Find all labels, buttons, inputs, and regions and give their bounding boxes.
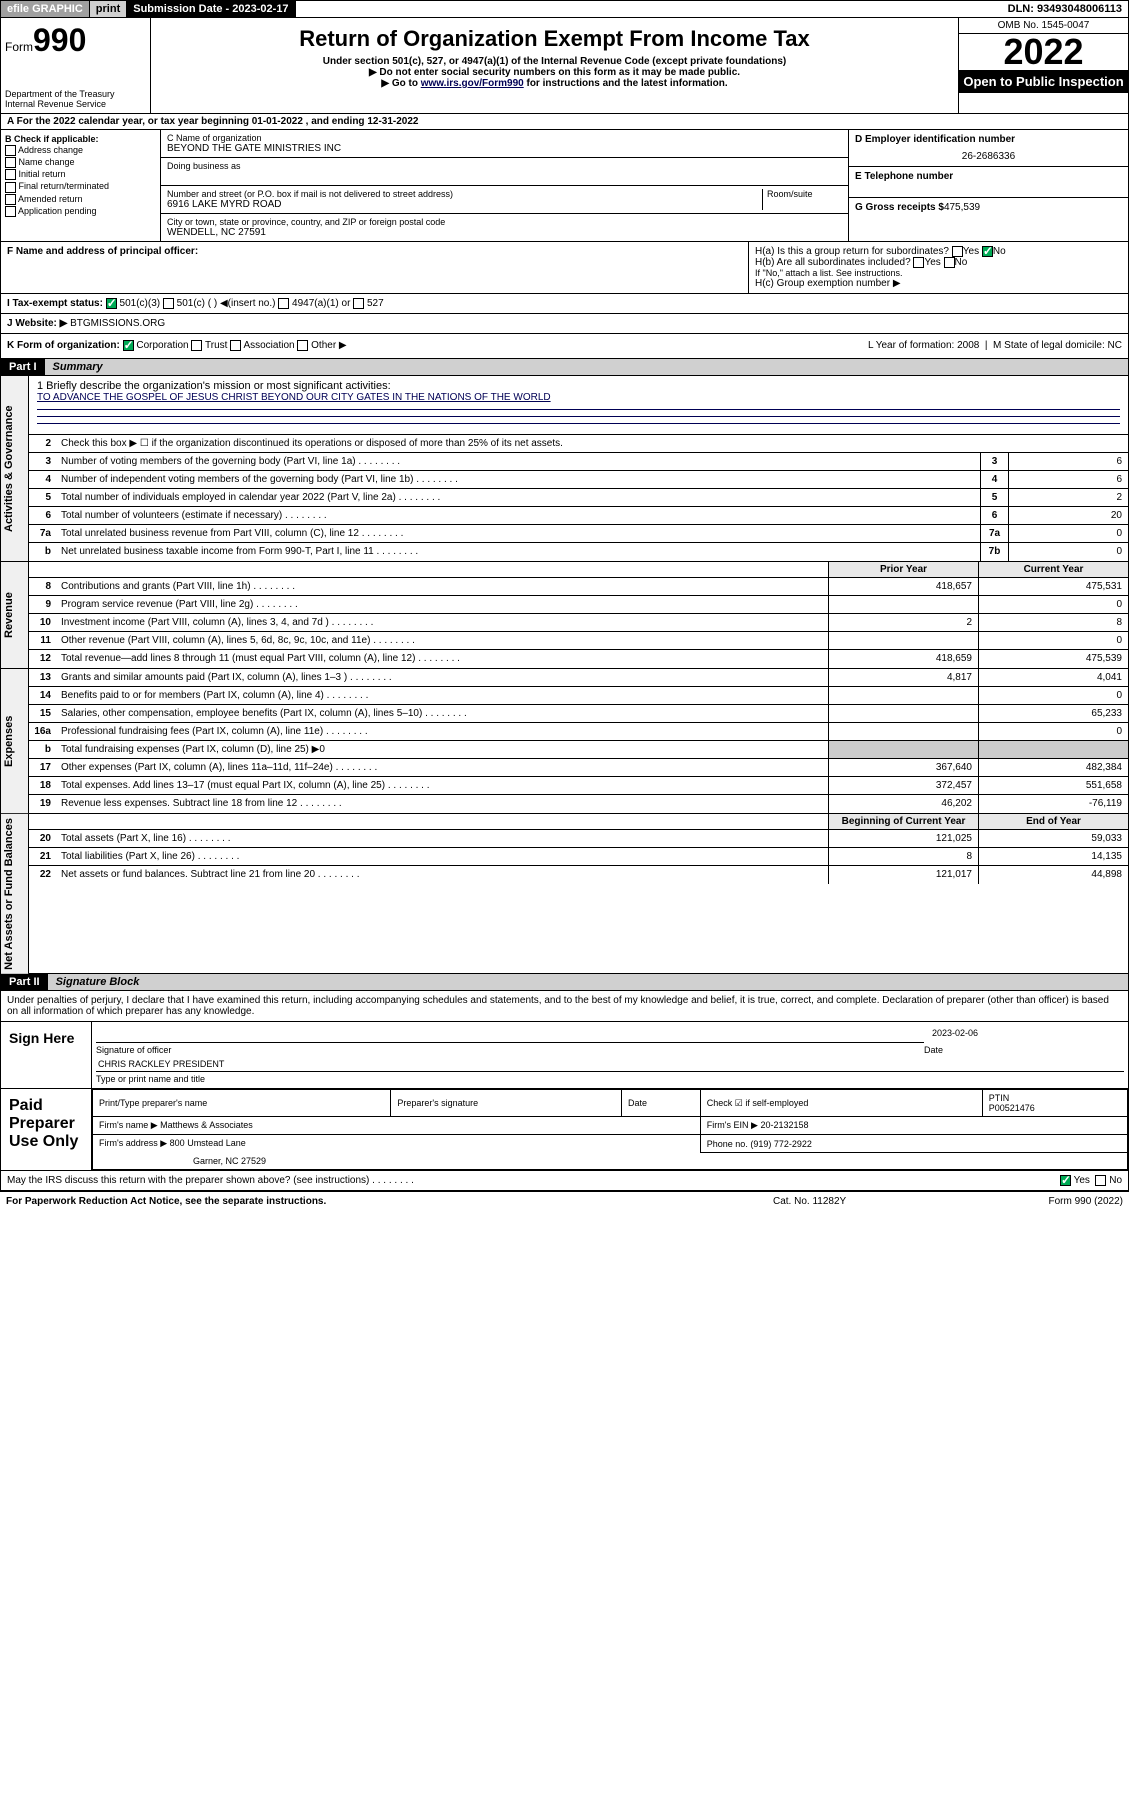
line-6: 6Total number of volunteers (estimate if… (29, 507, 1128, 525)
part1-header: Part I Summary (0, 359, 1129, 376)
firm-phone: (919) 772-2922 (750, 1139, 812, 1149)
open-public-badge: Open to Public Inspection (959, 70, 1128, 93)
line-16a: 16aProfessional fundraising fees (Part I… (29, 723, 1128, 741)
subtitle-3: ▶ Go to www.irs.gov/Form990 for instruct… (155, 78, 954, 89)
ptin-value: P00521476 (989, 1103, 1035, 1113)
line-5: 5Total number of individuals employed in… (29, 489, 1128, 507)
h-a: H(a) Is this a group return for subordin… (755, 246, 1122, 257)
efile-button[interactable]: efile GRAPHIC (1, 1, 90, 17)
line-4: 4Number of independent voting members of… (29, 471, 1128, 489)
website-value: BTGMISSIONS.ORG (70, 318, 165, 329)
preparer-table: Print/Type preparer's namePreparer's sig… (92, 1089, 1128, 1170)
mission-block: 1 Briefly describe the organization's mi… (29, 376, 1128, 435)
org-name: BEYOND THE GATE MINISTRIES INC (167, 143, 842, 154)
summary-expenses: Expenses 13Grants and similar amounts pa… (0, 669, 1129, 814)
summary-revenue: Revenue Prior YearCurrent Year 8Contribu… (0, 562, 1129, 669)
firm-ein: 20-2132158 (760, 1120, 808, 1130)
officer-name: CHRIS RACKLEY PRESIDENT (96, 1057, 1124, 1072)
sign-date: 2023-02-06 (924, 1026, 1124, 1045)
paid-preparer: Paid Preparer Use Only Print/Type prepar… (0, 1089, 1129, 1171)
col-c: C Name of organizationBEYOND THE GATE MI… (161, 130, 848, 241)
form-number: Form990 (5, 22, 146, 59)
firm-city: Garner, NC 27529 (93, 1152, 1128, 1169)
dept-label: Department of the Treasury Internal Reve… (5, 89, 146, 109)
form-title: Return of Organization Exempt From Incom… (155, 26, 954, 52)
line-21: 21Total liabilities (Part X, line 26)814… (29, 848, 1128, 866)
submission-button[interactable]: Submission Date - 2023-02-17 (127, 1, 295, 17)
top-toolbar: efile GRAPHIC print Submission Date - 20… (0, 0, 1129, 18)
line-13: 13Grants and similar amounts paid (Part … (29, 669, 1128, 687)
checkbox-amended-return[interactable]: Amended return (5, 194, 156, 205)
col-d: D Employer identification number26-26863… (848, 130, 1128, 241)
checkbox-final-return-terminated[interactable]: Final return/terminated (5, 181, 156, 192)
line-22: 22Net assets or fund balances. Subtract … (29, 866, 1128, 884)
line-14: 14Benefits paid to or for members (Part … (29, 687, 1128, 705)
checkbox-name-change[interactable]: Name change (5, 157, 156, 168)
subtitle-1: Under section 501(c), 527, or 4947(a)(1)… (155, 56, 954, 67)
line-19: 19Revenue less expenses. Subtract line 1… (29, 795, 1128, 813)
line-10: 10Investment income (Part VIII, column (… (29, 614, 1128, 632)
checkbox-address-change[interactable]: Address change (5, 145, 156, 156)
irs-link[interactable]: www.irs.gov/Form990 (421, 78, 524, 89)
row-j: J Website: ▶ BTGMISSIONS.ORG (0, 314, 1129, 334)
line-12: 12Total revenue—add lines 8 through 11 (… (29, 650, 1128, 668)
line-b: bNet unrelated business taxable income f… (29, 543, 1128, 561)
org-city: WENDELL, NC 27591 (167, 227, 842, 238)
checkbox-application-pending[interactable]: Application pending (5, 206, 156, 217)
h-c: H(c) Group exemption number ▶ (755, 278, 1122, 289)
sign-here: Sign Here 2023-02-06 Signature of office… (0, 1022, 1129, 1089)
row-k: K Form of organization: Corporation Trus… (0, 334, 1129, 358)
l-year: L Year of formation: 2008 (868, 340, 979, 351)
form-header: Form990 Department of the Treasury Inter… (0, 18, 1129, 114)
line-20: 20Total assets (Part X, line 16)121,0255… (29, 830, 1128, 848)
line-11: 11Other revenue (Part VIII, column (A), … (29, 632, 1128, 650)
gross-receipts: 475,539 (944, 202, 980, 213)
summary-governance: Activities & Governance 1 Briefly descri… (0, 376, 1129, 562)
perjury-statement: Under penalties of perjury, I declare th… (0, 991, 1129, 1022)
summary-netassets: Net Assets or Fund Balances Beginning of… (0, 814, 1129, 975)
section-bcd: B Check if applicable: Address change Na… (0, 130, 1129, 242)
firm-address: 800 Umstead Lane (170, 1138, 246, 1148)
org-address: 6916 LAKE MYRD ROAD (167, 199, 762, 210)
line-9: 9Program service revenue (Part VIII, lin… (29, 596, 1128, 614)
ein-value: 26-2686336 (855, 151, 1122, 162)
checkbox-initial-return[interactable]: Initial return (5, 169, 156, 180)
tab-expenses: Expenses (1, 669, 29, 813)
line-18: 18Total expenses. Add lines 13–17 (must … (29, 777, 1128, 795)
dln-label: DLN: 93493048006113 (1002, 1, 1128, 17)
tax-year: 2022 (959, 34, 1128, 70)
tab-netassets: Net Assets or Fund Balances (1, 814, 29, 974)
section-a: A For the 2022 calendar year, or tax yea… (0, 114, 1129, 130)
tab-revenue: Revenue (1, 562, 29, 668)
line-7a: 7aTotal unrelated business revenue from … (29, 525, 1128, 543)
line-b: bTotal fundraising expenses (Part IX, co… (29, 741, 1128, 759)
discuss-row: May the IRS discuss this return with the… (0, 1171, 1129, 1191)
row-fh: F Name and address of principal officer:… (0, 242, 1129, 294)
part2-header: Part II Signature Block (0, 974, 1129, 991)
col-b: B Check if applicable: Address change Na… (1, 130, 161, 241)
line-3: 3Number of voting members of the governi… (29, 453, 1128, 471)
subtitle-2: ▶ Do not enter social security numbers o… (155, 67, 954, 78)
page-footer: For Paperwork Reduction Act Notice, see … (0, 1191, 1129, 1211)
row-i: I Tax-exempt status: 501(c)(3) 501(c) ( … (0, 294, 1129, 314)
line-15: 15Salaries, other compensation, employee… (29, 705, 1128, 723)
print-button[interactable]: print (90, 1, 127, 17)
line-8: 8Contributions and grants (Part VIII, li… (29, 578, 1128, 596)
tab-governance: Activities & Governance (1, 376, 29, 561)
m-state: M State of legal domicile: NC (993, 340, 1122, 351)
h-b: H(b) Are all subordinates included? Yes … (755, 257, 1122, 268)
firm-name: Matthews & Associates (160, 1120, 253, 1130)
mission-text: TO ADVANCE THE GOSPEL OF JESUS CHRIST BE… (37, 392, 1120, 403)
line-17: 17Other expenses (Part IX, column (A), l… (29, 759, 1128, 777)
